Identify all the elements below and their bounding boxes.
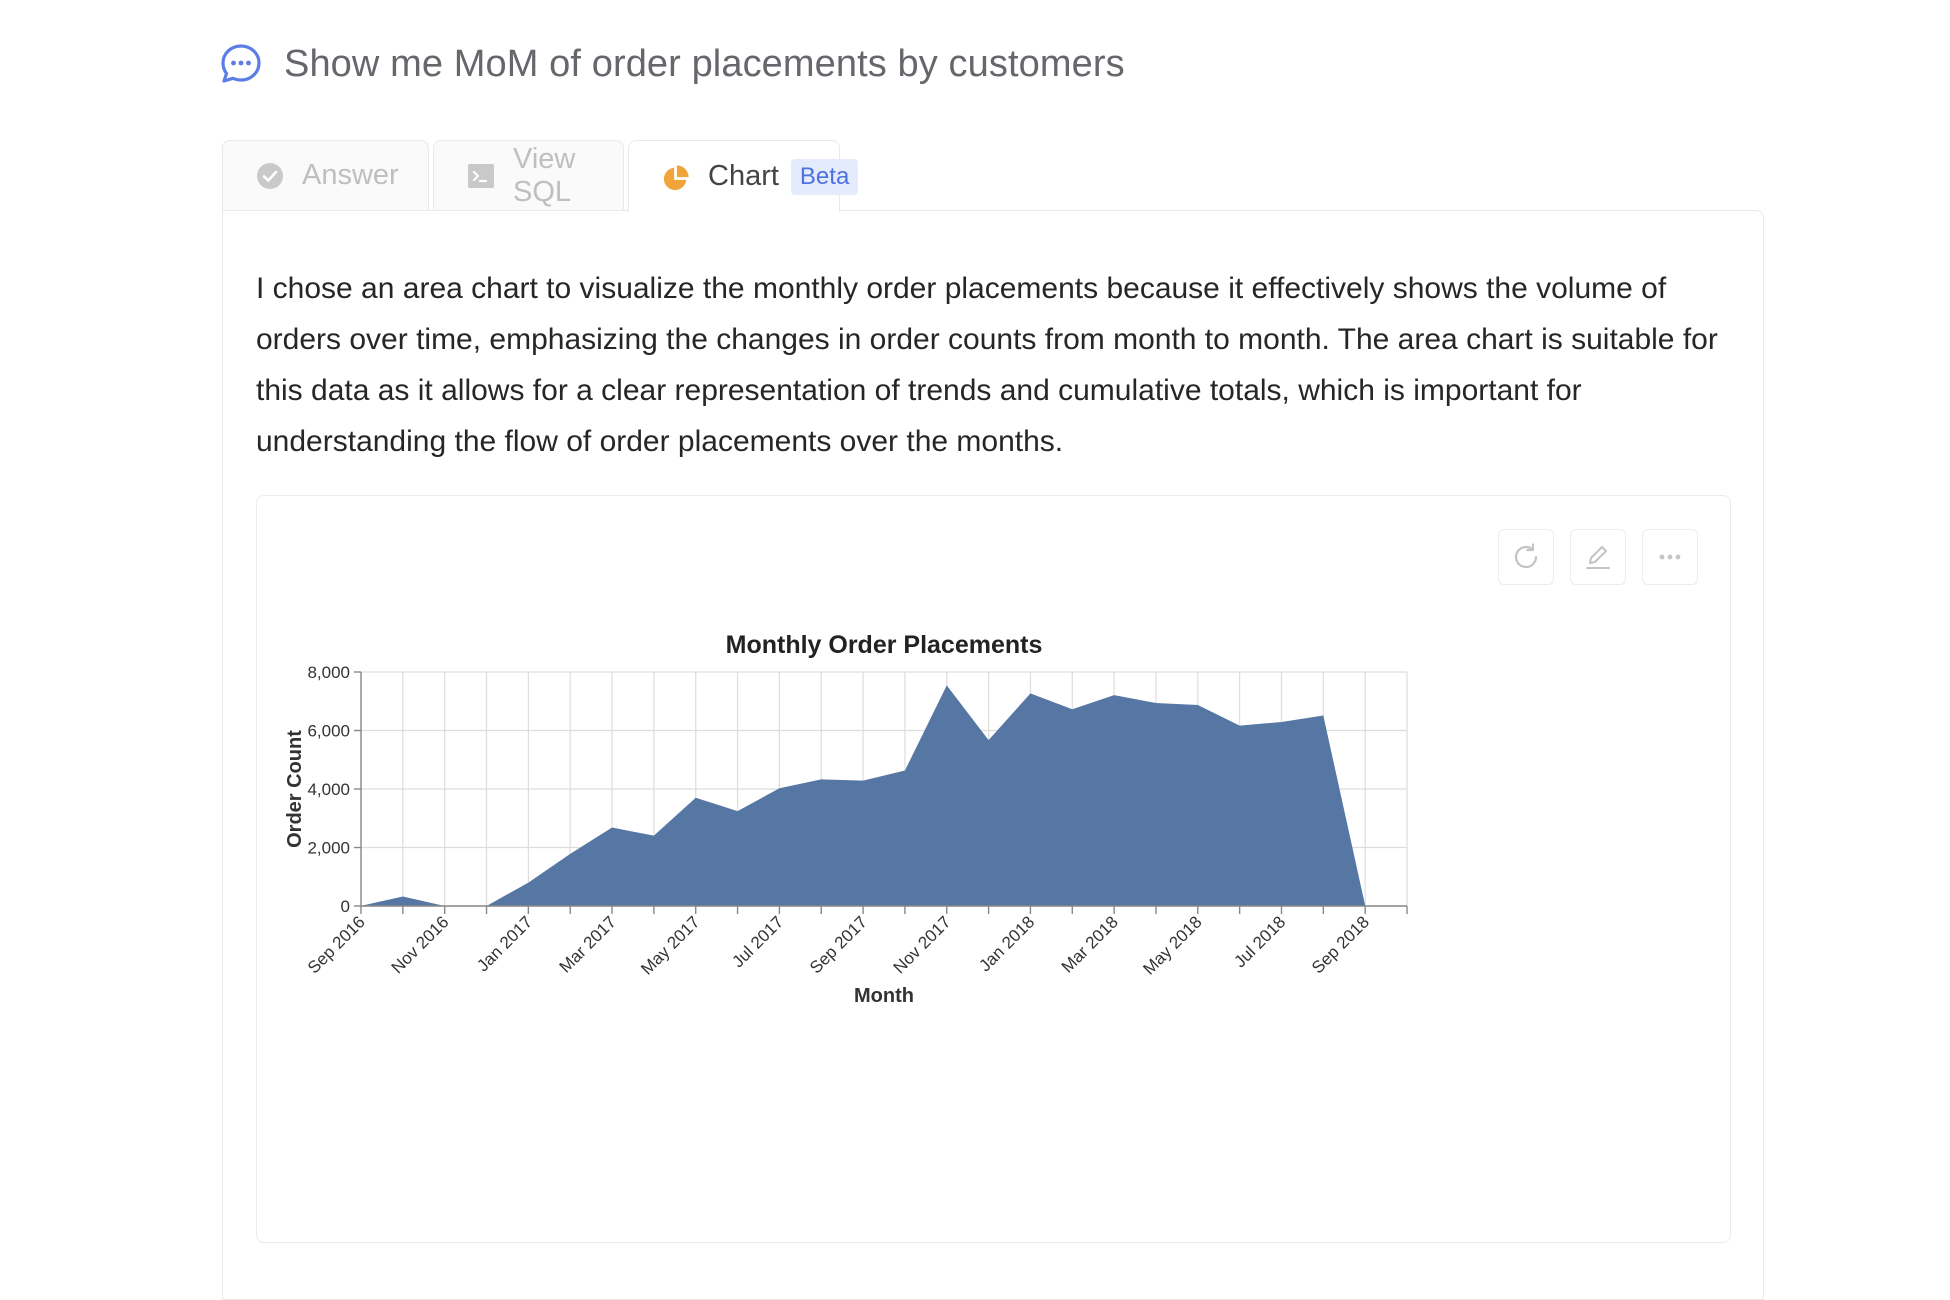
x-tick-label: May 2018 (1139, 912, 1205, 978)
x-tick-label: Sep 2017 (806, 912, 871, 977)
y-tick-label: 4,000 (307, 780, 350, 799)
x-tick-label: May 2017 (637, 912, 703, 978)
chart-tab-panel: I chose an area chart to visualize the m… (222, 210, 1764, 1300)
x-tick-label: Nov 2016 (388, 912, 453, 977)
terminal-icon (467, 162, 495, 190)
tab-answer[interactable]: Answer (222, 140, 429, 210)
x-tick-label: Jan 2018 (975, 912, 1038, 975)
refresh-button[interactable] (1498, 529, 1554, 585)
x-tick-label: Jan 2017 (473, 912, 536, 975)
tab-chart[interactable]: Chart Beta (628, 140, 859, 212)
ellipsis-icon (1659, 554, 1681, 560)
x-tick-label: Sep 2016 (304, 912, 369, 977)
tab-chart-label: Chart (708, 160, 779, 192)
x-axis-title: Month (854, 985, 914, 1007)
x-tick-label: Mar 2017 (556, 912, 620, 976)
edit-button[interactable] (1570, 529, 1626, 585)
more-button[interactable] (1642, 529, 1698, 585)
y-tick-label: 8,000 (307, 663, 350, 682)
beta-badge: Beta (790, 158, 859, 195)
tab-view-sql-label: View SQL (513, 142, 576, 208)
tab-view-sql[interactable]: View SQL (433, 140, 624, 210)
y-tick-label: 6,000 (307, 722, 350, 741)
pencil-icon (1586, 546, 1610, 569)
y-axis-title: Order Count (284, 730, 306, 848)
chart-title: Monthly Order Placements (726, 631, 1043, 659)
pie-chart-icon (662, 163, 690, 191)
x-tick-label: Mar 2018 (1058, 912, 1122, 976)
chat-bubble-icon (220, 43, 262, 85)
check-circle-icon (256, 162, 284, 190)
chart-card: 0 2,000 4,000 6,000 8,000 Sep 2016 Nov 2016 Jan… (256, 495, 1731, 1243)
chart-explanation: I chose an area chart to visualize the m… (256, 272, 1718, 458)
refresh-icon (1514, 543, 1538, 569)
x-tick-label: Jul 2018 (1230, 912, 1289, 971)
y-tick-label: 0 (341, 897, 350, 916)
x-tick-label: Jul 2017 (728, 912, 787, 971)
chart-actions (1498, 529, 1698, 585)
tab-answer-label: Answer (302, 159, 399, 191)
question-header: Show me MoM of order placements by custo… (220, 38, 1125, 90)
x-tick-label: Nov 2017 (890, 912, 955, 977)
x-tick-label: Sep 2018 (1308, 912, 1373, 977)
area-chart: 0 2,000 4,000 6,000 8,000 Sep 2016 Nov 2016 Jan… (284, 631, 1408, 1007)
y-tick-label: 2,000 (307, 839, 350, 858)
question-text: Show me MoM of order placements by custo… (284, 42, 1125, 85)
area-series (361, 685, 1407, 906)
